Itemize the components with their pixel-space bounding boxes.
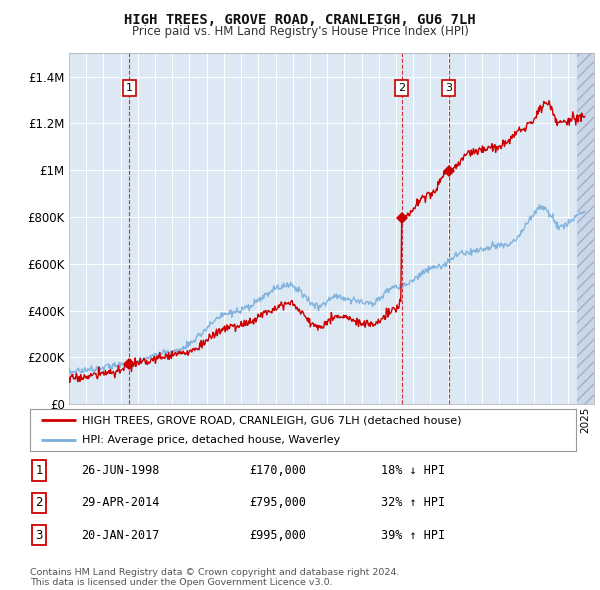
Text: 26-JUN-1998: 26-JUN-1998 [81,464,160,477]
Text: 3: 3 [445,83,452,93]
Text: 2: 2 [35,496,43,510]
Text: HIGH TREES, GROVE ROAD, CRANLEIGH, GU6 7LH (detached house): HIGH TREES, GROVE ROAD, CRANLEIGH, GU6 7… [82,415,461,425]
Text: 39% ↑ HPI: 39% ↑ HPI [381,529,445,542]
Text: 1: 1 [126,83,133,93]
Text: 32% ↑ HPI: 32% ↑ HPI [381,496,445,510]
Text: 18% ↓ HPI: 18% ↓ HPI [381,464,445,477]
Text: 2: 2 [398,83,405,93]
Text: 1: 1 [35,464,43,477]
Text: £795,000: £795,000 [249,496,306,510]
Text: £170,000: £170,000 [249,464,306,477]
Bar [577,53,594,404]
Text: 20-JAN-2017: 20-JAN-2017 [81,529,160,542]
Text: £995,000: £995,000 [249,529,306,542]
Text: 29-APR-2014: 29-APR-2014 [81,496,160,510]
Text: HPI: Average price, detached house, Waverley: HPI: Average price, detached house, Wave… [82,435,340,445]
Text: HIGH TREES, GROVE ROAD, CRANLEIGH, GU6 7LH: HIGH TREES, GROVE ROAD, CRANLEIGH, GU6 7… [124,13,476,27]
Text: 3: 3 [35,529,43,542]
Text: Price paid vs. HM Land Registry's House Price Index (HPI): Price paid vs. HM Land Registry's House … [131,25,469,38]
Text: Contains HM Land Registry data © Crown copyright and database right 2024.
This d: Contains HM Land Registry data © Crown c… [30,568,400,587]
Bar [577,53,594,404]
